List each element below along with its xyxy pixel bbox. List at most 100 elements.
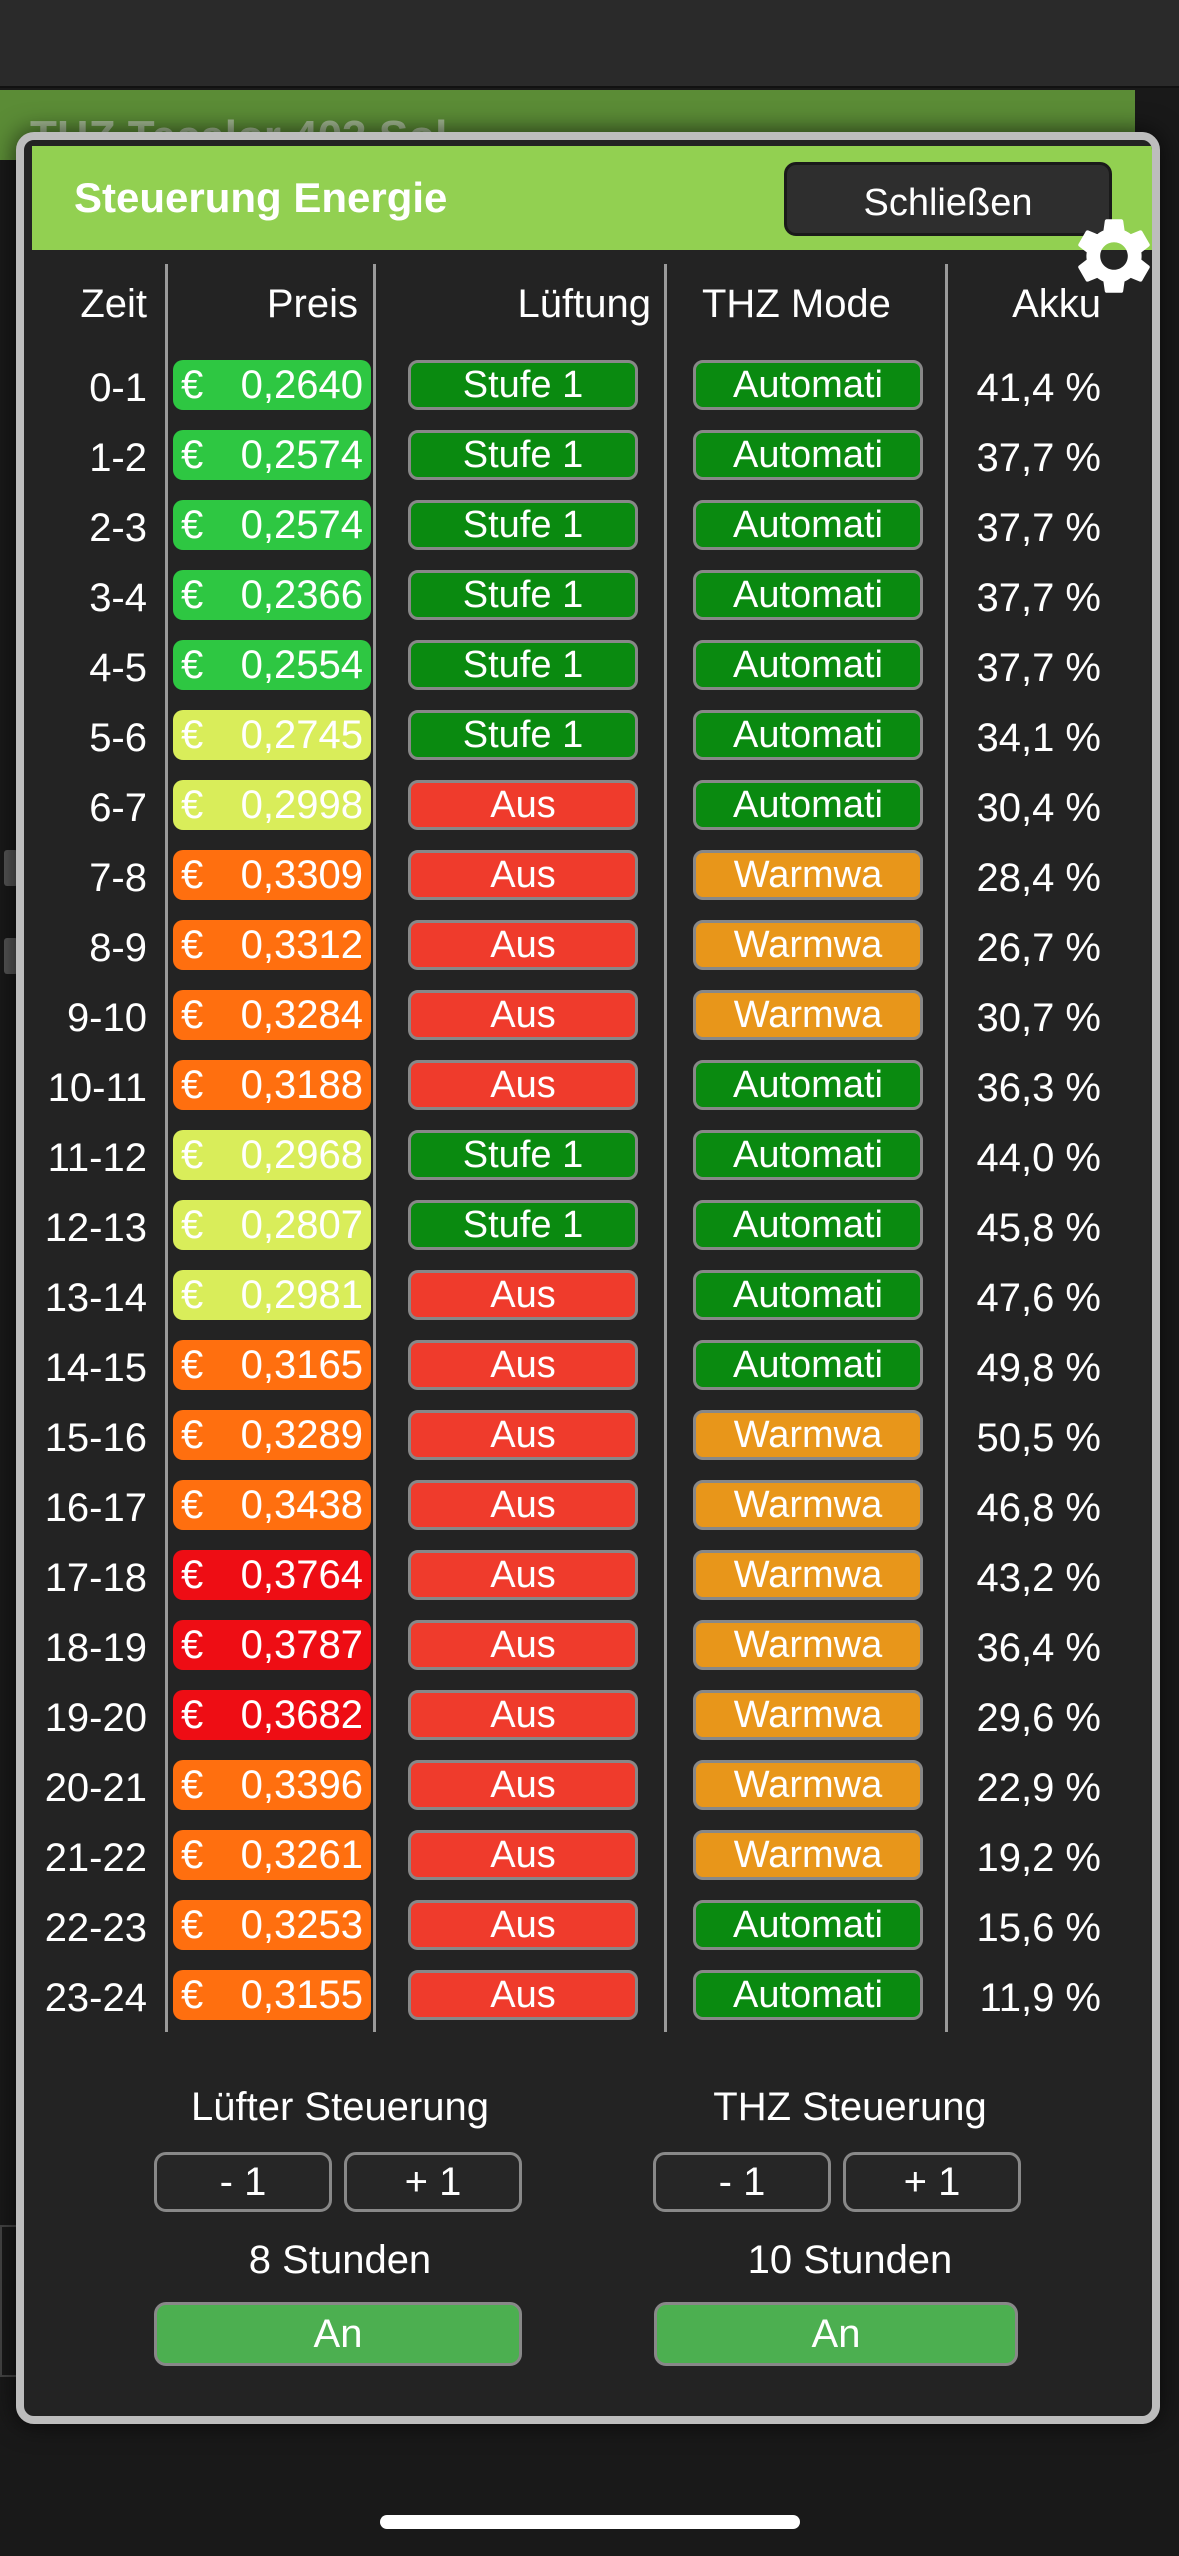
price-badge: €0,2554 xyxy=(173,640,371,690)
battery-level: 22,9 % xyxy=(976,1766,1101,1810)
time-slot: 10-11 xyxy=(47,1066,147,1110)
time-slot: 12-13 xyxy=(44,1206,147,1250)
lueftung-mode-button[interactable]: Stufe 1 xyxy=(408,430,638,480)
price-badge: €0,2366 xyxy=(173,570,371,620)
lueftung-mode-button[interactable]: Aus xyxy=(408,1620,638,1670)
lueftung-mode-button[interactable]: Aus xyxy=(408,1550,638,1600)
gear-icon[interactable] xyxy=(1068,210,1160,302)
lueftung-mode-button[interactable]: Aus xyxy=(408,850,638,900)
thz-mode-button[interactable]: Automati xyxy=(693,500,923,550)
thz-mode-button[interactable]: Automati xyxy=(693,1970,923,2020)
euro-sign: € xyxy=(181,363,204,407)
table-row: 20-21 €0,3396 Aus Warmwa 22,9 % xyxy=(0,1756,1179,1826)
price-badge: €0,3787 xyxy=(173,1620,371,1670)
thz-mode-button[interactable]: Automati xyxy=(693,1200,923,1250)
table-row: 22-23 €0,3253 Aus Automati 15,6 % xyxy=(0,1896,1179,1966)
lueftung-mode-button[interactable]: Stufe 1 xyxy=(408,1130,638,1180)
luefter-on-button[interactable]: An xyxy=(154,2302,522,2366)
luefter-minus-button[interactable]: - 1 xyxy=(154,2152,332,2212)
lueftung-mode-button[interactable]: Aus xyxy=(408,1270,638,1320)
thz-mode-button[interactable]: Warmwa xyxy=(693,920,923,970)
battery-level: 34,1 % xyxy=(976,716,1101,760)
price-badge: €0,2574 xyxy=(173,500,371,550)
home-indicator[interactable] xyxy=(380,2515,800,2529)
thz-mode-button[interactable]: Automati xyxy=(693,360,923,410)
lueftung-mode-button[interactable]: Stufe 1 xyxy=(408,640,638,690)
time-slot: 0-1 xyxy=(89,366,147,410)
time-slot: 6-7 xyxy=(89,786,147,830)
lueftung-mode-button[interactable]: Aus xyxy=(408,1340,638,1390)
thz-minus-button[interactable]: - 1 xyxy=(653,2152,831,2212)
time-slot: 15-16 xyxy=(44,1416,147,1460)
lueftung-mode-button[interactable]: Stufe 1 xyxy=(408,360,638,410)
euro-sign: € xyxy=(181,1133,204,1177)
battery-level: 37,7 % xyxy=(976,646,1101,690)
thz-mode-button[interactable]: Automati xyxy=(693,780,923,830)
thz-on-button[interactable]: An xyxy=(654,2302,1018,2366)
background-edge-handle xyxy=(4,938,18,974)
lueftung-mode-button[interactable]: Aus xyxy=(408,1480,638,1530)
time-slot: 18-19 xyxy=(44,1626,147,1670)
price-value: 0,3284 xyxy=(240,993,363,1037)
thz-mode-button[interactable]: Automati xyxy=(693,1900,923,1950)
table-row: 4-5 €0,2554 Stufe 1 Automati 37,7 % xyxy=(0,636,1179,706)
thz-mode-button[interactable]: Warmwa xyxy=(693,1410,923,1460)
price-badge: €0,3188 xyxy=(173,1060,371,1110)
lueftung-mode-button[interactable]: Aus xyxy=(408,920,638,970)
thz-mode-button[interactable]: Automati xyxy=(693,1060,923,1110)
price-value: 0,3253 xyxy=(240,1903,363,1947)
close-button[interactable]: Schließen xyxy=(784,162,1112,236)
table-row: 19-20 €0,3682 Aus Warmwa 29,6 % xyxy=(0,1686,1179,1756)
battery-level: 36,4 % xyxy=(976,1626,1101,1670)
thz-mode-button[interactable]: Automati xyxy=(693,570,923,620)
lueftung-mode-button[interactable]: Aus xyxy=(408,1410,638,1460)
table-row: 11-12 €0,2968 Stufe 1 Automati 44,0 % xyxy=(0,1126,1179,1196)
price-value: 0,2998 xyxy=(240,783,363,827)
thz-mode-button[interactable]: Warmwa xyxy=(693,1480,923,1530)
lueftung-mode-button[interactable]: Aus xyxy=(408,1970,638,2020)
battery-level: 36,3 % xyxy=(976,1066,1101,1110)
lueftung-mode-button[interactable]: Stufe 1 xyxy=(408,1200,638,1250)
thz-mode-button[interactable]: Warmwa xyxy=(693,990,923,1040)
thz-mode-button[interactable]: Warmwa xyxy=(693,1830,923,1880)
price-badge: €0,3284 xyxy=(173,990,371,1040)
column-divider xyxy=(664,264,667,2032)
euro-sign: € xyxy=(181,643,204,687)
lueftung-mode-button[interactable]: Stufe 1 xyxy=(408,710,638,760)
table-row: 8-9 €0,3312 Aus Warmwa 26,7 % xyxy=(0,916,1179,986)
lueftung-mode-button[interactable]: Aus xyxy=(408,990,638,1040)
thz-mode-button[interactable]: Automati xyxy=(693,1270,923,1320)
price-badge: €0,3289 xyxy=(173,1410,371,1460)
lueftung-mode-button[interactable]: Aus xyxy=(408,780,638,830)
euro-sign: € xyxy=(181,1623,204,1667)
lueftung-mode-button[interactable]: Aus xyxy=(408,1060,638,1110)
thz-mode-button[interactable]: Automati xyxy=(693,430,923,480)
lueftung-mode-button[interactable]: Stufe 1 xyxy=(408,570,638,620)
price-badge: €0,3396 xyxy=(173,1760,371,1810)
lueftung-mode-button[interactable]: Aus xyxy=(408,1900,638,1950)
thz-mode-button[interactable]: Warmwa xyxy=(693,1550,923,1600)
luefter-plus-button[interactable]: + 1 xyxy=(344,2152,522,2212)
thz-mode-button[interactable]: Automati xyxy=(693,640,923,690)
thz-mode-button[interactable]: Automati xyxy=(693,1340,923,1390)
thz-mode-button[interactable]: Warmwa xyxy=(693,1760,923,1810)
battery-level: 43,2 % xyxy=(976,1556,1101,1600)
time-slot: 19-20 xyxy=(44,1696,147,1740)
thz-mode-button[interactable]: Warmwa xyxy=(693,1690,923,1740)
thz-mode-button[interactable]: Automati xyxy=(693,1130,923,1180)
thz-mode-button[interactable]: Warmwa xyxy=(693,850,923,900)
euro-sign: € xyxy=(181,1063,204,1107)
lueftung-mode-button[interactable]: Aus xyxy=(408,1760,638,1810)
lueftung-mode-button[interactable]: Stufe 1 xyxy=(408,500,638,550)
thz-mode-button[interactable]: Automati xyxy=(693,710,923,760)
thz-mode-button[interactable]: Warmwa xyxy=(693,1620,923,1670)
euro-sign: € xyxy=(181,433,204,477)
lueftung-mode-button[interactable]: Aus xyxy=(408,1830,638,1880)
thz-plus-button[interactable]: + 1 xyxy=(843,2152,1021,2212)
euro-sign: € xyxy=(181,1343,204,1387)
header-lueftung: Lüftung xyxy=(517,282,651,326)
price-value: 0,3188 xyxy=(240,1063,363,1107)
table-row: 17-18 €0,3764 Aus Warmwa 43,2 % xyxy=(0,1546,1179,1616)
lueftung-mode-button[interactable]: Aus xyxy=(408,1690,638,1740)
column-divider xyxy=(165,264,168,2032)
